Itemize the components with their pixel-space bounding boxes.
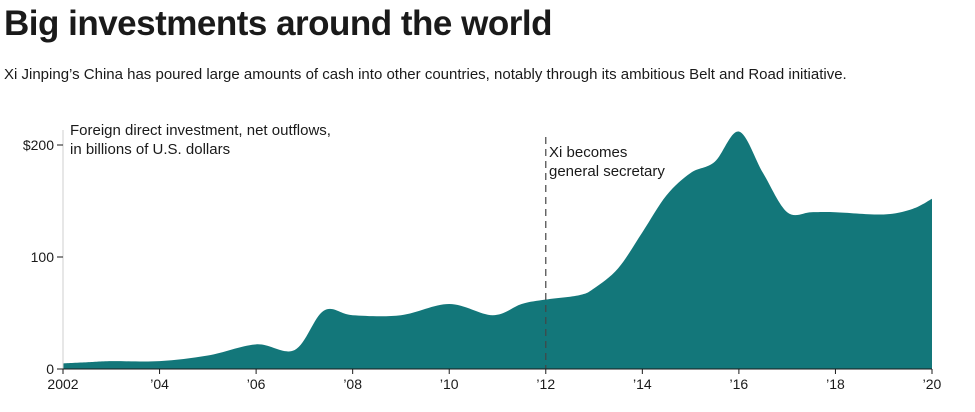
x-tick-label-4: ’10 bbox=[440, 376, 459, 392]
series-label-line-1: Foreign direct investment, net outflows, bbox=[70, 122, 331, 139]
x-tick-label-2: ’06 bbox=[247, 376, 266, 392]
y-tick-label-1: 100 bbox=[31, 249, 55, 265]
y-tick-label-2: $200 bbox=[23, 137, 54, 153]
x-tick-label-9: ’20 bbox=[923, 376, 942, 392]
fdi-area bbox=[63, 131, 932, 369]
x-tick-label-0: 2002 bbox=[47, 376, 78, 392]
x-tick-label-1: ’04 bbox=[150, 376, 169, 392]
annotation-label-line-1: Xi becomes bbox=[549, 144, 627, 161]
x-tick-label-5: ’12 bbox=[536, 376, 555, 392]
x-tick-label-7: ’16 bbox=[730, 376, 749, 392]
series-label-line-2: in billions of U.S. dollars bbox=[70, 141, 230, 158]
x-tick-label-8: ’18 bbox=[826, 376, 845, 392]
chart-subtitle: Xi Jinping’s China has poured large amou… bbox=[4, 66, 847, 83]
x-tick-label-3: ’08 bbox=[343, 376, 362, 392]
y-tick-label-0: 0 bbox=[46, 361, 54, 377]
x-tick-label-6: ’14 bbox=[633, 376, 652, 392]
annotation-label-line-2: general secretary bbox=[549, 163, 665, 180]
chart-title: Big investments around the world bbox=[4, 4, 552, 43]
